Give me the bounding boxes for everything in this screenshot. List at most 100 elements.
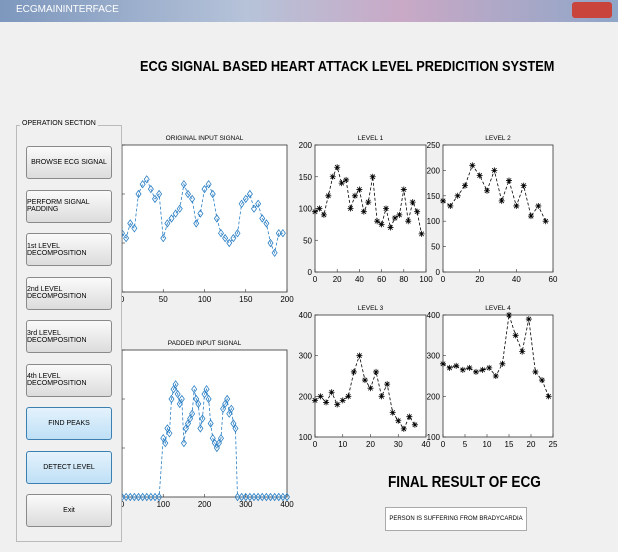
marker [234, 229, 241, 238]
x-tick-label: 0 [120, 500, 125, 509]
marker [405, 218, 412, 225]
marker [222, 399, 229, 409]
marker [143, 175, 150, 184]
marker [189, 409, 196, 418]
marker [152, 194, 158, 204]
marker [512, 332, 519, 339]
marker [226, 409, 233, 418]
marker [172, 209, 179, 218]
marker [389, 409, 396, 416]
marker [459, 366, 466, 373]
close-button[interactable] [572, 2, 612, 18]
y-tick-label: 100 [427, 433, 441, 442]
marker [176, 204, 183, 213]
marker [409, 199, 416, 206]
y-tick-label: 300 [299, 352, 313, 361]
marker [139, 180, 146, 189]
plot-title: LEVEL 3 [358, 305, 384, 312]
button[interactable]: BROWSE ECG SIGNAL [26, 146, 112, 179]
marker [230, 419, 237, 428]
marker [418, 230, 425, 237]
marker [328, 389, 335, 396]
marker [242, 194, 249, 204]
button[interactable]: FIND PEAKS [26, 407, 112, 440]
marker [347, 205, 354, 212]
final-result-title: FINAL RESULT OF ECG [388, 474, 541, 491]
y-tick-label: 200 [299, 141, 313, 150]
marker [325, 192, 332, 199]
marker [193, 219, 200, 228]
x-tick-label: 300 [239, 500, 253, 509]
marker [492, 373, 499, 379]
button[interactable]: 2nd LEVEL DECOMPOSITION [26, 276, 112, 310]
marker [446, 364, 453, 371]
marker [246, 492, 253, 502]
plot-title: ORIGINAL INPUT SIGNAL [166, 135, 244, 142]
x-tick-label: 15 [505, 440, 514, 449]
marker [275, 229, 282, 238]
marker [334, 164, 341, 171]
x-tick-label: 40 [422, 440, 431, 449]
marker [228, 404, 235, 413]
x-tick-label: 20 [366, 440, 375, 449]
marker [316, 205, 323, 212]
result-box: PERSON IS SUFFERING FROM BRADYCARDIA [385, 507, 527, 531]
y-tick-label: 100 [299, 433, 313, 442]
marker [312, 397, 318, 404]
marker [189, 194, 196, 204]
marker [197, 424, 204, 433]
marker [312, 208, 318, 215]
marker [195, 399, 202, 409]
x-tick-label: 100 [157, 500, 171, 509]
marker [391, 215, 398, 222]
x-tick-label: 20 [527, 440, 536, 449]
x-tick-label: 40 [512, 275, 521, 284]
marker [168, 394, 175, 404]
marker [226, 238, 233, 248]
title-bar: ECGMAININTERFACE [0, 0, 618, 22]
marker [506, 177, 512, 184]
marker [411, 421, 418, 428]
button[interactable]: 3rd LEVEL DECOMPOSITION [26, 320, 112, 353]
marker [143, 492, 150, 502]
marker [528, 213, 534, 220]
button[interactable]: Exit [26, 494, 112, 527]
marker [329, 173, 336, 180]
marker [267, 492, 274, 502]
marker [180, 438, 187, 448]
marker [164, 219, 171, 228]
marker [498, 197, 505, 204]
marker [369, 173, 376, 180]
marker [147, 184, 154, 194]
marker [246, 189, 253, 199]
marker [323, 399, 330, 406]
y-tick-label: 100 [299, 205, 313, 214]
marker [178, 394, 185, 404]
x-tick-label: 0 [441, 440, 446, 449]
marker [242, 492, 249, 502]
y-tick-label: 200 [299, 392, 313, 401]
marker [224, 394, 231, 404]
x-tick-label: 400 [280, 500, 294, 509]
x-tick-label: 80 [399, 275, 408, 284]
y-tick-label: 50 [431, 243, 440, 252]
button[interactable]: 4th LEVEL DECOMPOSITION [26, 363, 112, 397]
marker [525, 316, 532, 323]
button[interactable]: PERFORM SIGNAL PADDING [26, 189, 112, 223]
button[interactable]: DETECT LEVEL [26, 450, 112, 484]
marker [479, 366, 486, 373]
y-tick-label: 150 [299, 173, 313, 182]
marker [238, 492, 245, 502]
marker [519, 348, 526, 355]
marker [127, 492, 134, 502]
marker [539, 377, 545, 384]
marker [147, 492, 154, 502]
marker [320, 211, 327, 218]
marker [486, 364, 493, 371]
button[interactable]: 1st LEVEL DECOMPOSITION [26, 233, 112, 266]
marker [284, 492, 290, 502]
marker [462, 182, 468, 189]
signal-line [121, 178, 283, 255]
marker [535, 202, 542, 209]
marker [383, 205, 390, 212]
